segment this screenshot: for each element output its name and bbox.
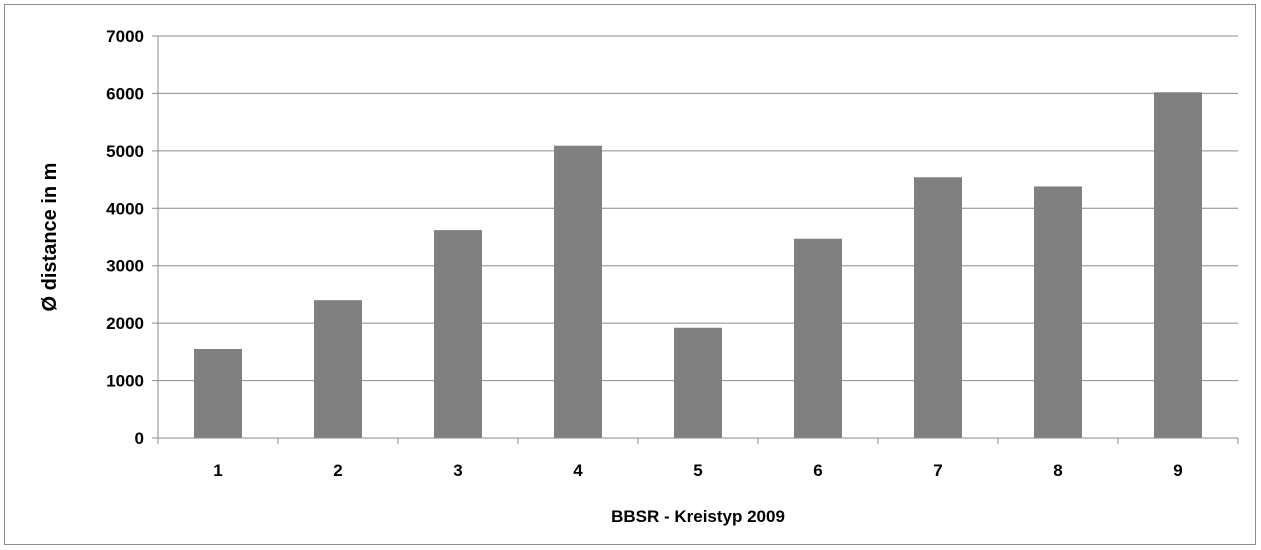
x-tick-label: 7 [933, 461, 942, 480]
y-tick-label: 7000 [106, 27, 144, 46]
bar-7 [914, 177, 962, 438]
bar-5 [674, 327, 722, 438]
bars [194, 92, 1202, 438]
bar-3 [434, 230, 482, 438]
axes [152, 35, 1239, 444]
bar-1 [194, 348, 242, 438]
x-tick-label: 9 [1173, 461, 1182, 480]
x-axis-title: BBSR - Kreistyp 2009 [611, 507, 785, 526]
bar-2 [314, 300, 362, 438]
y-tick-labels: 0 1000 2000 3000 4000 5000 6000 7000 [106, 27, 144, 448]
bar-6 [794, 238, 842, 438]
y-tick-label: 1000 [106, 372, 144, 391]
y-tick-label: 5000 [106, 142, 144, 161]
bar-4 [554, 145, 602, 438]
y-tick-label: 6000 [106, 84, 144, 103]
x-tick-label: 1 [213, 461, 222, 480]
x-tick-labels: 1 2 3 4 5 6 7 8 9 [213, 461, 1182, 480]
x-tick-label: 5 [693, 461, 702, 480]
y-tick-label: 3000 [106, 257, 144, 276]
y-tick-label: 4000 [106, 199, 144, 218]
bar-9 [1154, 92, 1202, 438]
x-tick-label: 6 [813, 461, 822, 480]
y-tick-label: 0 [135, 429, 144, 448]
x-tick-label: 3 [453, 461, 462, 480]
y-axis-title: Ø distance in m [39, 163, 61, 312]
x-tick-label: 8 [1053, 461, 1062, 480]
x-tick-label: 4 [573, 461, 583, 480]
x-tick-label: 2 [333, 461, 342, 480]
y-tick-label: 2000 [106, 314, 144, 333]
bar-8 [1034, 186, 1082, 438]
